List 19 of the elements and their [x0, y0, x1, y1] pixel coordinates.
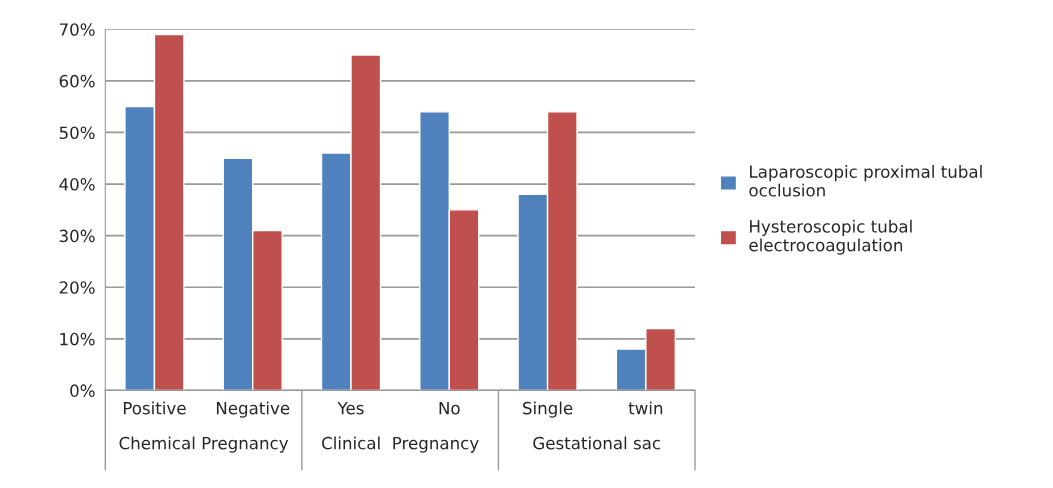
y-tick-label: 0%	[70, 384, 95, 397]
y-tick-label: 30%	[59, 229, 95, 243]
text: Clinical Pregnancy	[322, 436, 479, 453]
x-tick-label: twin	[628, 401, 663, 415]
text: Gestational sac	[533, 436, 661, 450]
x-tick-label: No	[439, 402, 460, 415]
x-tick-label: Negative	[216, 401, 290, 418]
x-tick-label: Yes	[337, 402, 364, 415]
x-tick-label: Positive	[123, 401, 186, 415]
legend-label: Hysteroscopic tubal electrocoagulation	[749, 219, 912, 255]
y-tick-label: 20%	[59, 281, 95, 294]
y-tick-label: 10%	[60, 332, 95, 346]
text: Chemical Pregnancy	[119, 436, 289, 453]
y-tick-label: 50%	[59, 126, 95, 140]
x-tick-label: Single	[523, 401, 573, 418]
y-tick-label: 40%	[59, 178, 95, 191]
legend-label: Laparoscopic proximal tubal occlusion	[749, 165, 982, 197]
y-tick-label: 70%	[59, 23, 95, 36]
y-tick-label: 60%	[59, 74, 95, 88]
